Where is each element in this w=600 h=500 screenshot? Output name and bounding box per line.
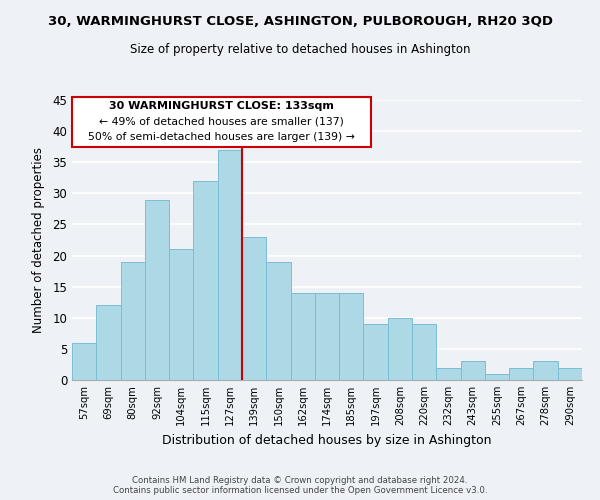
Bar xyxy=(290,293,315,380)
Bar xyxy=(218,150,242,380)
Bar xyxy=(388,318,412,380)
Text: 50% of semi-detached houses are larger (139) →: 50% of semi-detached houses are larger (… xyxy=(88,132,355,142)
Y-axis label: Number of detached properties: Number of detached properties xyxy=(32,147,46,333)
X-axis label: Distribution of detached houses by size in Ashington: Distribution of detached houses by size … xyxy=(162,434,492,446)
Bar xyxy=(96,306,121,380)
Bar xyxy=(461,362,485,380)
Bar xyxy=(169,250,193,380)
Bar xyxy=(533,362,558,380)
Bar xyxy=(339,293,364,380)
FancyBboxPatch shape xyxy=(72,97,371,146)
Bar xyxy=(412,324,436,380)
Text: Size of property relative to detached houses in Ashington: Size of property relative to detached ho… xyxy=(130,42,470,56)
Bar xyxy=(436,368,461,380)
Text: Contains HM Land Registry data © Crown copyright and database right 2024.: Contains HM Land Registry data © Crown c… xyxy=(132,476,468,485)
Bar xyxy=(242,237,266,380)
Bar xyxy=(145,200,169,380)
Bar xyxy=(266,262,290,380)
Text: ← 49% of detached houses are smaller (137): ← 49% of detached houses are smaller (13… xyxy=(99,117,344,127)
Text: Contains public sector information licensed under the Open Government Licence v3: Contains public sector information licen… xyxy=(113,486,487,495)
Bar xyxy=(509,368,533,380)
Bar xyxy=(485,374,509,380)
Bar xyxy=(315,293,339,380)
Bar xyxy=(193,181,218,380)
Bar xyxy=(364,324,388,380)
Bar xyxy=(558,368,582,380)
Text: 30, WARMINGHURST CLOSE, ASHINGTON, PULBOROUGH, RH20 3QD: 30, WARMINGHURST CLOSE, ASHINGTON, PULBO… xyxy=(47,15,553,28)
Bar xyxy=(72,342,96,380)
Text: 30 WARMINGHURST CLOSE: 133sqm: 30 WARMINGHURST CLOSE: 133sqm xyxy=(109,101,334,111)
Bar xyxy=(121,262,145,380)
